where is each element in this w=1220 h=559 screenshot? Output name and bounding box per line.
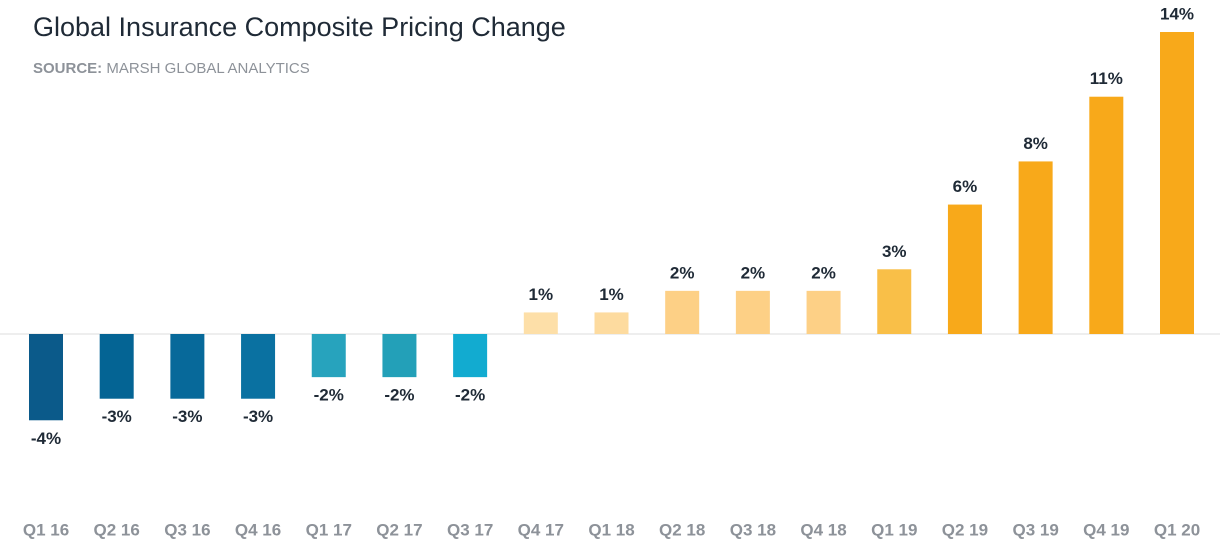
value-label: -2% [384, 386, 414, 405]
source: SOURCE: MARSH GLOBAL ANALYTICS [33, 60, 310, 77]
x-tick-label: Q2 19 [942, 520, 988, 539]
bar [665, 290, 700, 334]
x-tick-label: Q3 17 [447, 520, 493, 539]
x-tick-label: Q1 19 [871, 520, 917, 539]
bar [806, 290, 841, 334]
source-text: MARSH GLOBAL ANALYTICS [106, 60, 309, 77]
x-tick-label: Q1 20 [1154, 520, 1200, 539]
bar [594, 312, 629, 334]
bar [1160, 32, 1194, 334]
value-label: 6% [953, 177, 978, 196]
bar [241, 334, 276, 399]
value-label: 2% [741, 263, 766, 282]
bar [311, 334, 346, 378]
x-tick-label: Q4 17 [518, 520, 564, 539]
value-label: -2% [314, 386, 344, 405]
x-tick-label: Q4 19 [1083, 520, 1129, 539]
value-label: 1% [599, 285, 624, 304]
x-tick-label: Q1 18 [588, 520, 634, 539]
chart-title: Global Insurance Composite Pricing Chang… [33, 12, 566, 42]
bar [453, 334, 488, 378]
bar [29, 334, 63, 421]
value-label: 2% [811, 263, 836, 282]
x-tick-label: Q4 18 [800, 520, 846, 539]
x-tick-label: Q3 19 [1012, 520, 1058, 539]
value-label: 11% [1090, 69, 1123, 88]
value-label: -3% [172, 407, 202, 426]
x-tick-label: Q2 16 [94, 520, 140, 539]
bar [735, 290, 770, 334]
value-label: 2% [670, 263, 695, 282]
bar [1089, 96, 1124, 334]
bar [1018, 161, 1053, 334]
value-label: 14% [1160, 4, 1194, 23]
value-label: 3% [882, 242, 907, 261]
bar [382, 334, 417, 378]
source-label: SOURCE: [33, 60, 102, 77]
bar [877, 269, 912, 334]
x-tick-label: Q2 18 [659, 520, 705, 539]
value-label: -3% [243, 407, 273, 426]
value-label: -3% [102, 407, 132, 426]
value-label: 1% [529, 285, 554, 304]
bar [947, 204, 982, 334]
value-label: -4% [31, 429, 61, 448]
bar [170, 334, 205, 399]
bar [523, 312, 558, 334]
x-tick-label: Q4 16 [235, 520, 281, 539]
x-tick-label: Q1 17 [306, 520, 352, 539]
x-tick-label: Q3 16 [164, 520, 210, 539]
x-tick-label: Q1 16 [23, 520, 69, 539]
value-label: 8% [1023, 134, 1048, 153]
x-tick-label: Q2 17 [376, 520, 422, 539]
value-label: -2% [455, 386, 485, 405]
x-tick-label: Q3 18 [730, 520, 776, 539]
bar [99, 334, 134, 399]
